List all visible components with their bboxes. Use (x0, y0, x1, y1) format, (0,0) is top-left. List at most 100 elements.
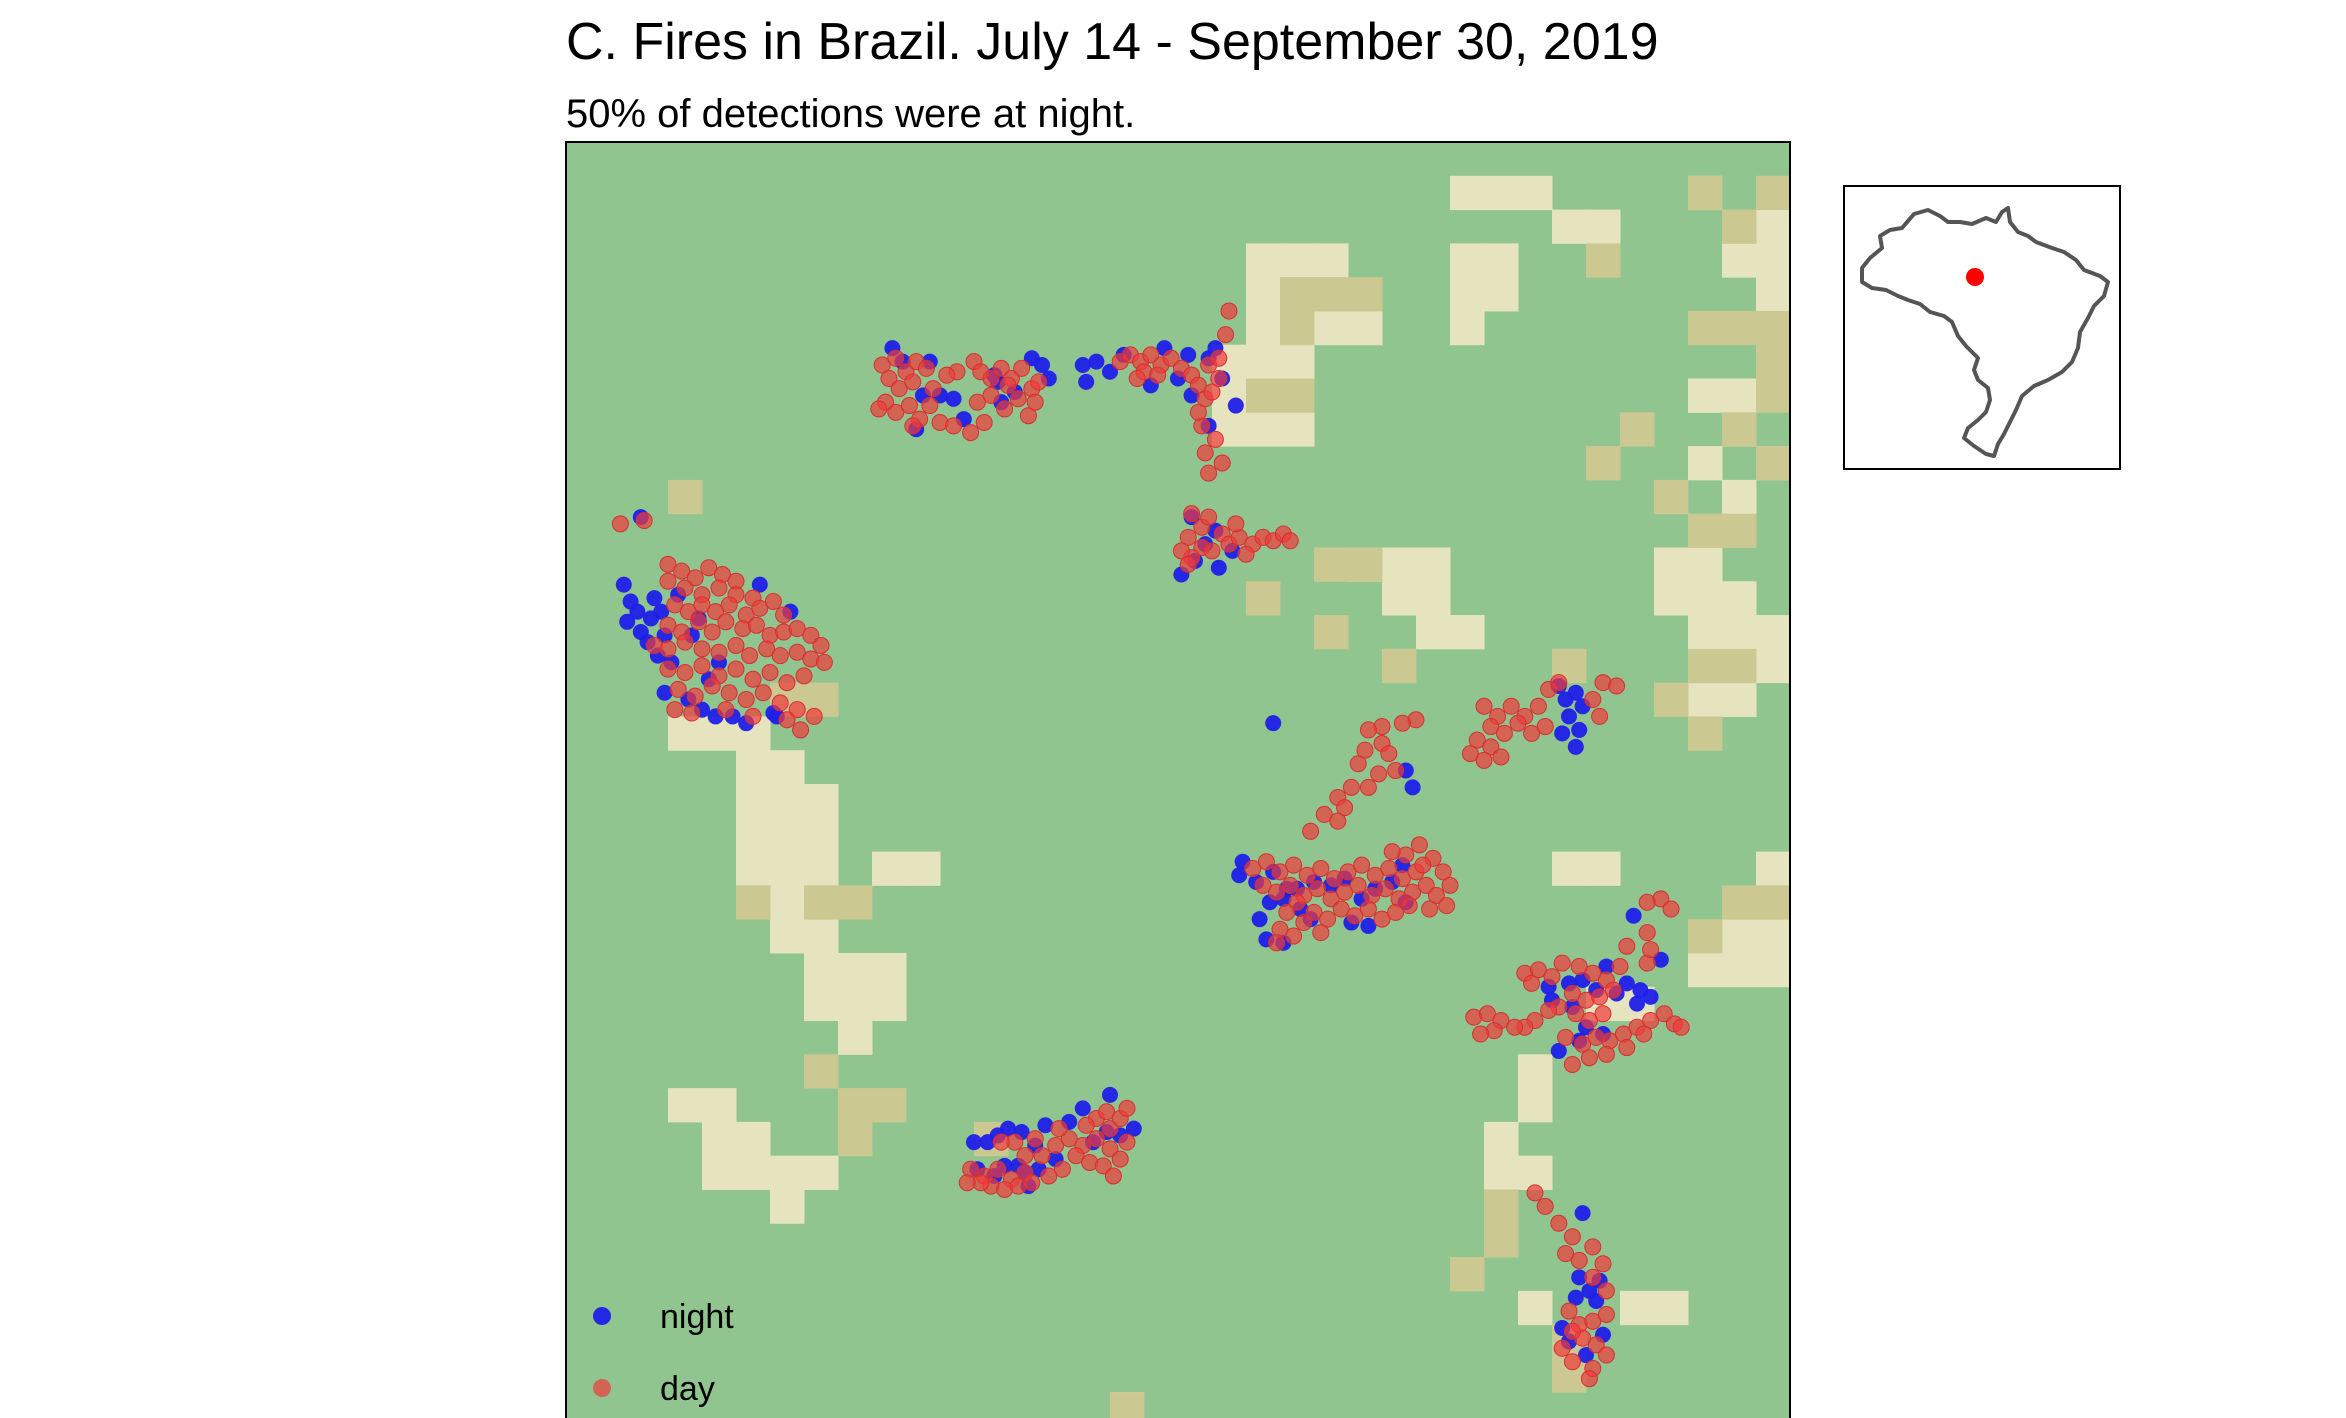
day-detection-point (717, 701, 735, 719)
day-detection-point (1213, 454, 1231, 472)
pale-landcover-tile (872, 851, 907, 886)
day-detection-point (1434, 863, 1452, 881)
night-detection-point (1102, 363, 1118, 380)
legend-night-marker (593, 1307, 611, 1325)
day-detection-point (1217, 326, 1235, 344)
day-detection-point (686, 687, 704, 705)
day-detection-point (1380, 859, 1398, 877)
day-detection-point (815, 653, 833, 671)
pale-landcover-tile (1654, 581, 1689, 616)
day-detection-point (1421, 900, 1439, 918)
chart-title: C. Fires in Brazil. July 14 - September … (566, 13, 1659, 71)
day-detection-point (1210, 349, 1228, 367)
pale-landcover-tile (1518, 1054, 1553, 1089)
day-detection-point (1570, 1251, 1588, 1269)
day-detection-point (1560, 1302, 1578, 1320)
night-detection-point (1652, 951, 1669, 968)
olive-landcover-tile (1280, 310, 1315, 346)
day-detection-point (1672, 1018, 1690, 1036)
pale-landcover-tile (1280, 412, 1315, 447)
day-detection-point (666, 701, 684, 719)
day-detection-point (1329, 812, 1347, 830)
pale-landcover-tile (1722, 615, 1757, 650)
night-detection-point (1210, 559, 1227, 576)
day-detection-point (1400, 897, 1418, 915)
pale-landcover-tile (736, 784, 771, 819)
pale-landcover-tile (1756, 648, 1791, 684)
night-detection-point (1588, 1292, 1605, 1309)
day-detection-point (1040, 1167, 1058, 1185)
pale-landcover-tile (668, 716, 703, 751)
day-detection-point (921, 397, 939, 415)
day-detection-point (1346, 907, 1364, 925)
day-detection-point (968, 393, 986, 411)
day-detection-point (1529, 697, 1547, 715)
day-detection-point (1200, 508, 1218, 526)
day-detection-point (792, 721, 810, 739)
day-detection-point (1342, 778, 1360, 796)
day-detection-point (751, 599, 769, 617)
day-detection-point (659, 555, 677, 573)
pale-landcover-tile (702, 1155, 737, 1190)
pale-landcover-tile (1722, 243, 1757, 278)
day-detection-point (1077, 1116, 1095, 1134)
day-detection-point (1410, 836, 1428, 854)
pale-landcover-tile (1246, 243, 1281, 278)
day-detection-point (1278, 903, 1296, 921)
day-detection-point (727, 660, 745, 678)
day-detection-point (690, 613, 708, 631)
day-detection-point (703, 677, 721, 695)
night-detection-point (629, 603, 646, 620)
pale-landcover-tile (804, 817, 839, 853)
night-detection-point (1618, 975, 1635, 992)
day-detection-point (1281, 532, 1299, 550)
day-detection-point (1618, 1039, 1636, 1057)
day-detection-point (1349, 876, 1367, 894)
day-detection-point (1060, 1130, 1078, 1148)
pale-landcover-tile (804, 952, 839, 988)
day-detection-point (1662, 900, 1680, 918)
day-detection-point (1033, 1147, 1051, 1165)
pale-landcover-tile (1688, 378, 1723, 413)
day-detection-point (1604, 981, 1622, 999)
day-detection-point (1584, 691, 1602, 709)
night-detection-point (1231, 867, 1248, 884)
day-detection-point (975, 413, 993, 431)
day-detection-point (1563, 1055, 1581, 1073)
day-detection-point (924, 380, 942, 398)
pale-landcover-tile (1722, 479, 1757, 515)
pale-landcover-tile (770, 1189, 805, 1224)
day-detection-point (1383, 843, 1401, 861)
day-detection-point (1101, 1120, 1119, 1138)
day-detection-point (1118, 1099, 1136, 1117)
pale-landcover-tile (1484, 243, 1519, 278)
pale-landcover-tile (1756, 952, 1791, 988)
day-detection-point (938, 366, 956, 384)
pale-landcover-tile (1654, 547, 1689, 582)
night-detection-point (1625, 907, 1642, 924)
day-detection-point (1502, 697, 1520, 715)
inset-map (1843, 185, 2121, 470)
olive-landcover-tile (1756, 344, 1791, 380)
day-detection-point (1183, 505, 1201, 523)
day-detection-point (1118, 1133, 1136, 1151)
day-detection-point (1227, 515, 1245, 533)
day-detection-point (1196, 444, 1214, 462)
pale-landcover-tile (1688, 952, 1723, 988)
day-detection-point (1244, 859, 1262, 877)
day-detection-point (1203, 383, 1221, 401)
day-detection-point (996, 400, 1014, 418)
pale-landcover-tile (702, 1088, 737, 1123)
day-detection-point (1584, 1268, 1602, 1286)
pale-landcover-tile (1382, 547, 1417, 582)
day-detection-point (1475, 697, 1493, 715)
day-detection-point (771, 694, 789, 712)
day-detection-point (1482, 738, 1500, 756)
day-detection-point (992, 359, 1010, 377)
day-detection-point (1047, 1137, 1065, 1155)
day-detection-point (1393, 714, 1411, 732)
day-detection-point (737, 691, 755, 709)
olive-landcover-tile (1348, 547, 1383, 582)
day-detection-point (1594, 1255, 1612, 1273)
day-detection-point (1339, 863, 1357, 881)
